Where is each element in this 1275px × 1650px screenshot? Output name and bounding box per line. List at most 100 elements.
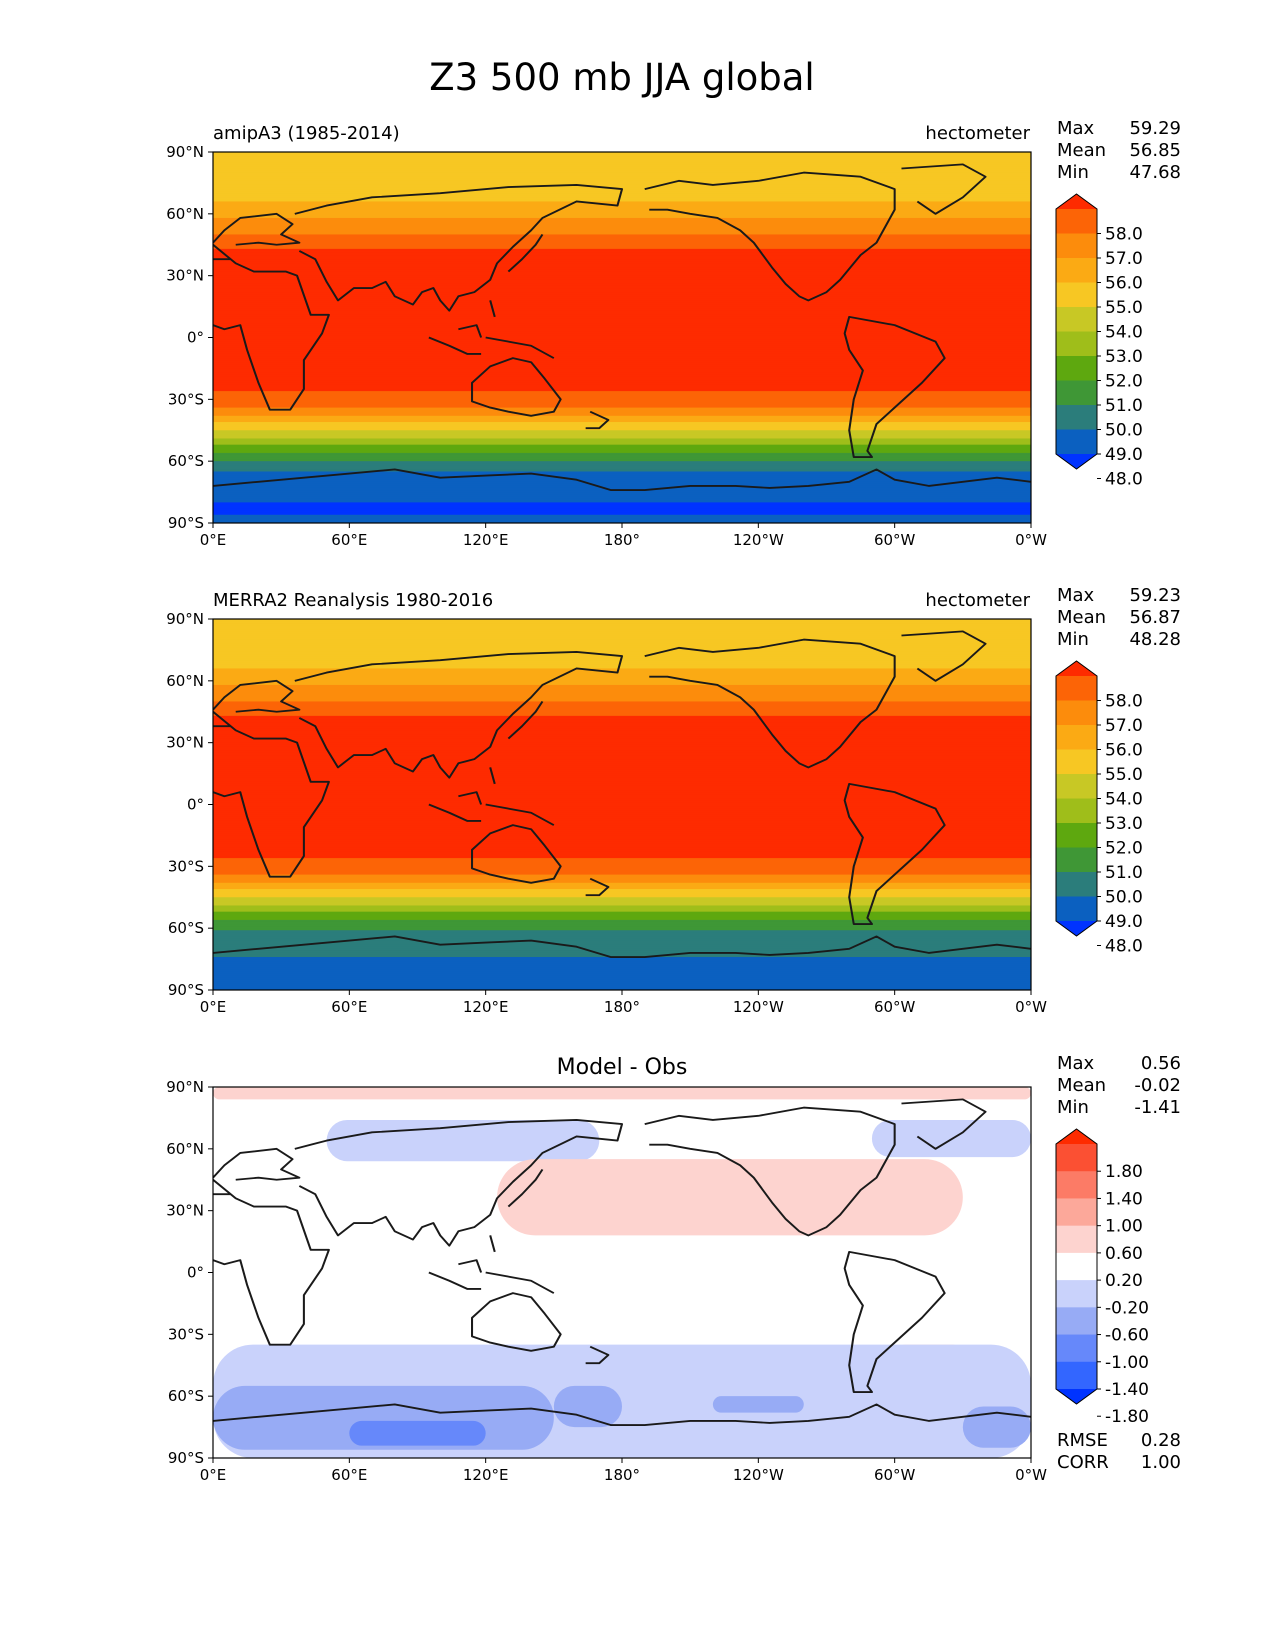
- field-band: [213, 641, 1031, 645]
- field-band: [213, 465, 1031, 468]
- obs-colorbar: 58.0 57.0 56.0 55.0 54.0 53.0 52.0 51.0 50.0 49.0…: [1055, 660, 1143, 957]
- field-band: [213, 356, 1031, 359]
- field-band: [213, 166, 1031, 170]
- field-band: [213, 224, 1031, 227]
- field-band: [213, 271, 1031, 275]
- field-band: [213, 728, 1031, 731]
- field-band: [213, 932, 1031, 935]
- field-band: [213, 481, 1031, 485]
- field-band: [213, 845, 1031, 849]
- field-band: [213, 211, 1031, 215]
- field-band: [213, 419, 1031, 423]
- colorbar-segment: [1056, 405, 1097, 430]
- field-band: [213, 275, 1031, 279]
- field-band: [213, 719, 1031, 723]
- field-band: [213, 936, 1031, 940]
- field-band: [213, 670, 1031, 674]
- colorbar-segment: [1056, 380, 1097, 406]
- field-band: [213, 288, 1031, 291]
- field-band: [213, 393, 1031, 396]
- field-band: [213, 426, 1031, 429]
- field-band: [213, 238, 1031, 242]
- field-band: [213, 174, 1031, 178]
- colorbar-tick-label: 52.0: [1105, 839, 1143, 859]
- negative-anomaly-region: [349, 1420, 486, 1446]
- field-band: [213, 781, 1031, 785]
- field-band: [213, 942, 1031, 946]
- field-band: [213, 479, 1031, 483]
- field-band: [213, 329, 1031, 332]
- field-band: [213, 853, 1031, 857]
- field-band: [213, 987, 1031, 990]
- field-band: [213, 483, 1031, 487]
- field-band: [213, 399, 1031, 402]
- x-tick-label: 0°W: [1015, 531, 1047, 549]
- x-tick-label: 0°E: [200, 1466, 227, 1484]
- field-band: [213, 777, 1031, 781]
- field-band: [213, 504, 1031, 508]
- colorbar-tick-label: 56.0: [1105, 274, 1143, 294]
- field-band: [213, 164, 1031, 168]
- field-band: [213, 965, 1031, 968]
- field-band: [213, 975, 1031, 979]
- field-band: [213, 847, 1031, 851]
- field-band: [213, 810, 1031, 814]
- field-band: [213, 971, 1031, 975]
- field-band: [213, 353, 1031, 357]
- field-band: [213, 469, 1031, 473]
- field-band: [213, 518, 1031, 522]
- field-band: [213, 485, 1031, 489]
- field-band: [213, 833, 1031, 837]
- field-band: [213, 244, 1031, 248]
- field-band: [213, 510, 1031, 514]
- field-band: [213, 837, 1031, 841]
- field-band: [213, 205, 1031, 209]
- field-band: [213, 897, 1031, 900]
- colorbar-tick-label: 54.0: [1105, 323, 1143, 343]
- y-tick-label: 90°S: [168, 1449, 204, 1467]
- field-band: [213, 279, 1031, 283]
- model-axis-ticks: 0°E 60°E 120°E 180° 120°W 60°W 0°W 90°N 60°N 30°N…: [166, 143, 1047, 549]
- field-band: [213, 306, 1031, 310]
- field-band: [213, 312, 1031, 316]
- obs-axis-ticks: 0°E 60°E 120°E 180° 120°W 60°W 0°W 90°N 60°N 30°N…: [166, 610, 1047, 1016]
- colorbar-segment: [1056, 258, 1097, 283]
- field-band: [213, 957, 1031, 960]
- diff-colorbar: 1.80 1.40 1.00 0.60 0.20 -0.20 -0.60 -1.00 -1.40…: [1055, 1128, 1149, 1427]
- field-band: [213, 915, 1031, 919]
- field-band: [213, 783, 1031, 787]
- field-band: [213, 370, 1031, 374]
- field-band: [213, 967, 1031, 970]
- negative-anomaly-region: [712, 1396, 804, 1413]
- field-band: [213, 252, 1031, 256]
- field-band: [213, 331, 1031, 334]
- field-band: [213, 755, 1031, 758]
- field-band: [213, 699, 1031, 703]
- field-band: [213, 808, 1031, 812]
- field-band: [213, 843, 1031, 847]
- field-band: [213, 372, 1031, 376]
- stat-value: 56.87: [1129, 607, 1181, 628]
- field-band: [213, 409, 1031, 413]
- field-band: [213, 643, 1031, 647]
- field-band: [213, 277, 1031, 281]
- field-band: [213, 944, 1031, 948]
- field-band: [213, 736, 1031, 740]
- field-band: [213, 314, 1031, 318]
- field-band: [213, 701, 1031, 705]
- field-band: [213, 197, 1031, 201]
- field-band: [213, 666, 1031, 670]
- field-band: [213, 963, 1031, 966]
- colorbar-tick-label: 53.0: [1105, 347, 1143, 367]
- field-band: [213, 878, 1031, 882]
- field-band: [213, 283, 1031, 287]
- field-band: [213, 823, 1031, 826]
- colorbar-tick-label: 54.0: [1105, 790, 1143, 810]
- field-band: [213, 492, 1031, 495]
- x-tick-label: 120°W: [733, 531, 784, 549]
- field-band: [213, 294, 1031, 297]
- field-band: [213, 395, 1031, 398]
- field-band: [213, 428, 1031, 431]
- x-tick-label: 180°: [604, 998, 640, 1016]
- diff-anomaly-regions: [213, 1087, 1031, 1458]
